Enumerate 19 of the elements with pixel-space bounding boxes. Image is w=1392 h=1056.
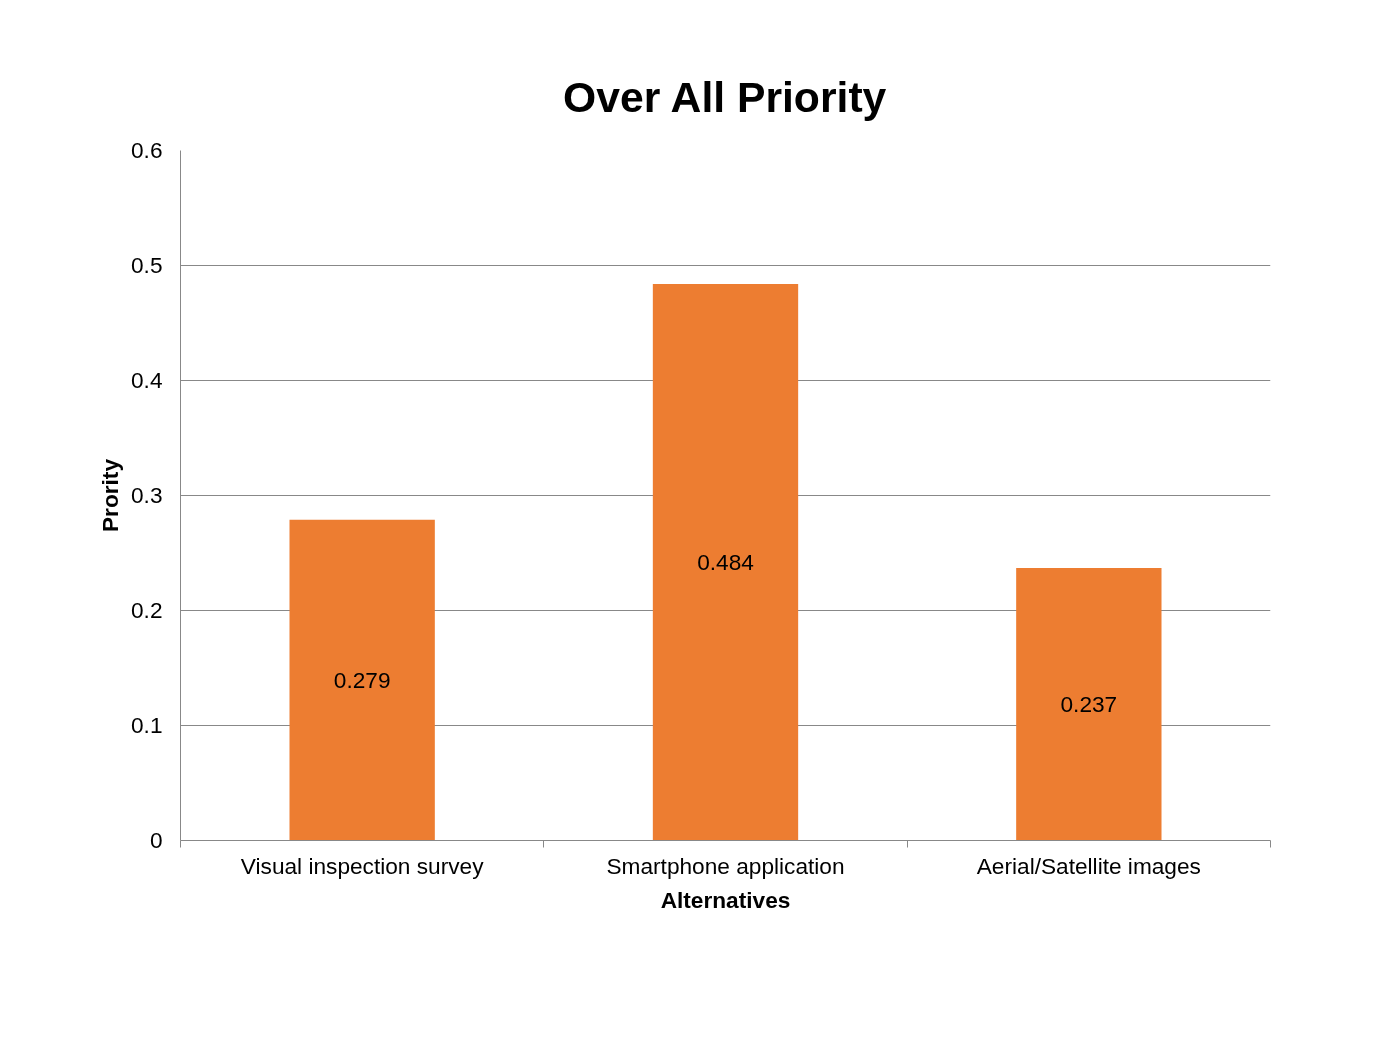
- x-tick-label: Visual inspection survey: [240, 852, 485, 879]
- y-tick-label: 0.3: [131, 482, 163, 508]
- data-label: 0.279: [333, 666, 391, 693]
- bar: [1016, 567, 1162, 841]
- chart-title: Over All Priority: [563, 72, 887, 121]
- bar: [289, 519, 435, 841]
- y-axis-title: Prority: [97, 458, 123, 533]
- y-tick-label: 0.1: [131, 712, 163, 738]
- y-tick-label: 0: [149, 827, 163, 853]
- x-tick-label: Smartphone application: [606, 852, 845, 879]
- bar: [652, 283, 799, 841]
- y-tick-label: 0.4: [131, 367, 163, 393]
- y-tick-label: 0.2: [131, 597, 163, 623]
- y-tick-label: 0.5: [131, 252, 163, 278]
- data-label: 0.484: [697, 548, 754, 575]
- y-tick-label: 0.6: [131, 137, 163, 163]
- x-tick-label: Aerial/Satellite images: [976, 852, 1201, 879]
- data-label: 0.237: [1060, 690, 1118, 717]
- x-axis-title: Alternatives: [660, 886, 791, 913]
